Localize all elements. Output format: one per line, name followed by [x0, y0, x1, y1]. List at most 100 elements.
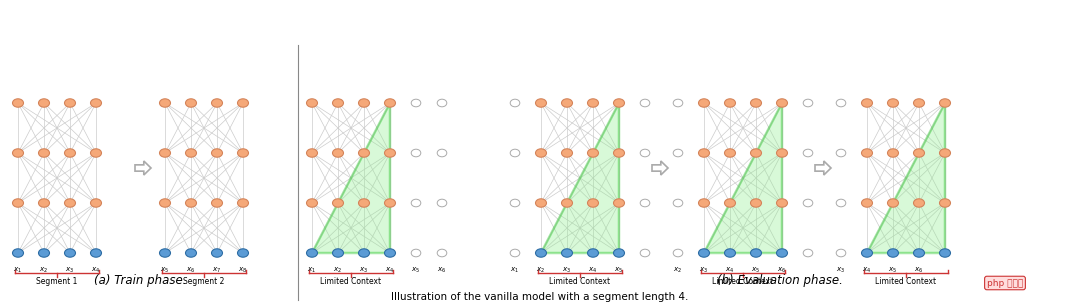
- Ellipse shape: [186, 199, 197, 207]
- Ellipse shape: [536, 99, 546, 107]
- Ellipse shape: [804, 149, 813, 157]
- Text: (a) Train phase.: (a) Train phase.: [94, 274, 186, 287]
- Ellipse shape: [940, 149, 950, 157]
- Ellipse shape: [699, 149, 710, 157]
- Polygon shape: [135, 161, 151, 175]
- Ellipse shape: [640, 249, 650, 257]
- Ellipse shape: [238, 199, 248, 207]
- Text: $x_{2}$: $x_{2}$: [537, 266, 545, 275]
- Ellipse shape: [862, 149, 873, 157]
- Ellipse shape: [333, 249, 343, 257]
- Ellipse shape: [562, 149, 572, 157]
- Ellipse shape: [510, 199, 519, 207]
- Ellipse shape: [212, 149, 222, 157]
- Ellipse shape: [39, 199, 50, 207]
- Text: $x_{3}$: $x_{3}$: [66, 266, 75, 275]
- Ellipse shape: [307, 99, 318, 107]
- Text: Segment 1: Segment 1: [37, 277, 78, 286]
- Ellipse shape: [751, 199, 761, 207]
- Ellipse shape: [914, 99, 924, 107]
- Ellipse shape: [238, 249, 248, 257]
- Ellipse shape: [751, 99, 761, 107]
- Ellipse shape: [186, 99, 197, 107]
- Ellipse shape: [91, 99, 102, 107]
- Ellipse shape: [359, 249, 369, 257]
- Ellipse shape: [384, 249, 395, 257]
- Ellipse shape: [588, 149, 598, 157]
- Ellipse shape: [804, 199, 813, 207]
- Ellipse shape: [186, 149, 197, 157]
- Ellipse shape: [437, 199, 447, 207]
- Ellipse shape: [613, 99, 624, 107]
- Text: $x_{5}$: $x_{5}$: [615, 266, 623, 275]
- Text: Segment 2: Segment 2: [184, 277, 225, 286]
- Ellipse shape: [212, 199, 222, 207]
- Ellipse shape: [510, 149, 519, 157]
- Text: $x_{1}$: $x_{1}$: [511, 266, 519, 275]
- Text: $x_{1}$: $x_{1}$: [13, 266, 23, 275]
- Ellipse shape: [411, 149, 421, 157]
- Ellipse shape: [307, 249, 318, 257]
- Text: $x_{5}$: $x_{5}$: [752, 266, 760, 275]
- Ellipse shape: [914, 149, 924, 157]
- Ellipse shape: [888, 199, 899, 207]
- Ellipse shape: [186, 249, 197, 257]
- Ellipse shape: [836, 99, 846, 107]
- Ellipse shape: [39, 99, 50, 107]
- Ellipse shape: [588, 249, 598, 257]
- Ellipse shape: [384, 99, 395, 107]
- Ellipse shape: [65, 199, 76, 207]
- Ellipse shape: [673, 249, 683, 257]
- Ellipse shape: [673, 199, 683, 207]
- Text: $x_{5}$: $x_{5}$: [889, 266, 897, 275]
- Polygon shape: [704, 103, 782, 253]
- Ellipse shape: [777, 99, 787, 107]
- Ellipse shape: [437, 249, 447, 257]
- Ellipse shape: [914, 249, 924, 257]
- Ellipse shape: [91, 249, 102, 257]
- Text: $x_{1}$: $x_{1}$: [308, 266, 316, 275]
- Ellipse shape: [640, 99, 650, 107]
- Ellipse shape: [640, 199, 650, 207]
- Ellipse shape: [699, 199, 710, 207]
- Ellipse shape: [238, 149, 248, 157]
- Text: $x_{2}$: $x_{2}$: [40, 266, 49, 275]
- Ellipse shape: [562, 199, 572, 207]
- Ellipse shape: [536, 149, 546, 157]
- Ellipse shape: [940, 199, 950, 207]
- Ellipse shape: [359, 99, 369, 107]
- Ellipse shape: [777, 149, 787, 157]
- Ellipse shape: [836, 249, 846, 257]
- Text: Illustration of the vanilla model with a segment length 4.: Illustration of the vanilla model with a…: [391, 292, 689, 302]
- Text: $x_{2}$: $x_{2}$: [334, 266, 342, 275]
- Polygon shape: [867, 103, 945, 253]
- Ellipse shape: [888, 99, 899, 107]
- Ellipse shape: [65, 149, 76, 157]
- Ellipse shape: [777, 249, 787, 257]
- Ellipse shape: [751, 149, 761, 157]
- Text: $x_{6}$: $x_{6}$: [187, 266, 195, 275]
- Polygon shape: [815, 161, 831, 175]
- Ellipse shape: [862, 249, 873, 257]
- Ellipse shape: [437, 99, 447, 107]
- Ellipse shape: [725, 99, 735, 107]
- Ellipse shape: [212, 249, 222, 257]
- Ellipse shape: [437, 149, 447, 157]
- Ellipse shape: [510, 99, 519, 107]
- Ellipse shape: [39, 249, 50, 257]
- Ellipse shape: [411, 199, 421, 207]
- Polygon shape: [312, 103, 390, 253]
- Ellipse shape: [91, 199, 102, 207]
- Ellipse shape: [536, 249, 546, 257]
- Ellipse shape: [725, 199, 735, 207]
- Ellipse shape: [536, 199, 546, 207]
- Ellipse shape: [307, 199, 318, 207]
- Ellipse shape: [13, 199, 24, 207]
- Ellipse shape: [13, 99, 24, 107]
- Text: $x_{5}$: $x_{5}$: [161, 266, 170, 275]
- Ellipse shape: [160, 199, 171, 207]
- Ellipse shape: [836, 149, 846, 157]
- Ellipse shape: [940, 99, 950, 107]
- Text: $x_{3}$: $x_{3}$: [563, 266, 571, 275]
- Ellipse shape: [510, 249, 519, 257]
